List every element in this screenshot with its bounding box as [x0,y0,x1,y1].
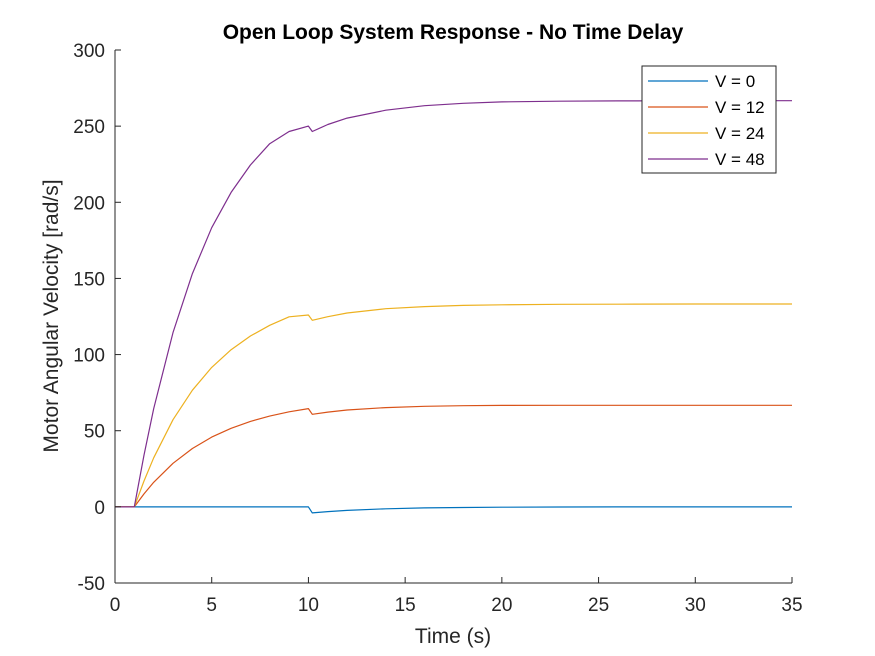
legend-items: V = 0 V = 12 V = 24 V = 48 [648,72,765,169]
x-tick-label: 15 [395,595,416,616]
x-tick-label: 5 [206,595,217,616]
x-axis-label: Time (s) [415,625,491,648]
y-tick-label: 200 [73,193,105,214]
y-tick-label: -50 [78,574,105,595]
axes-layer [114,50,792,584]
y-tick-label: 250 [73,117,105,138]
y-tick-label: 150 [73,269,105,290]
legend: V = 0 V = 12 V = 24 V = 48 [641,65,777,174]
y-tick-label: 300 [73,41,105,62]
x-ticks: 0 5 10 15 20 25 30 35 [110,577,803,616]
y-tick-label: 0 [94,498,105,519]
legend-label-2: V = 12 [715,98,765,117]
series-line-3 [115,303,792,508]
x-tick-label: 30 [685,595,706,616]
x-tick-label: 20 [491,595,512,616]
legend-box [641,65,777,174]
series-line-2 [115,404,792,508]
x-tick-label: 0 [110,595,121,616]
y-tick-label: 100 [73,346,105,367]
chart-title: Open Loop System Response - No Time Dela… [223,21,684,44]
series-layer [115,100,792,514]
y-ticks: -50 0 50 100 150 200 250 300 [73,41,121,595]
y-tick-label: 50 [84,422,105,443]
x-tick-label: 35 [781,595,802,616]
y-axis-label: Motor Angular Velocity [rad/s] [40,179,63,452]
x-tick-label: 25 [588,595,609,616]
series-line-4 [115,100,792,508]
legend-label-3: V = 24 [715,124,765,143]
series-line-1 [115,506,792,514]
legend-label-1: V = 0 [715,72,755,91]
x-tick-label: 10 [298,595,319,616]
legend-label-4: V = 48 [715,150,765,169]
